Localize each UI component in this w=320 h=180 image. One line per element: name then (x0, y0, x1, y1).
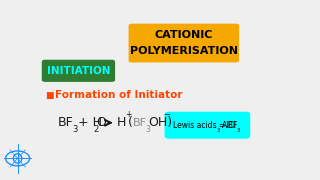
FancyBboxPatch shape (165, 112, 250, 138)
Text: Formation of Initiator: Formation of Initiator (55, 90, 182, 100)
Text: POLYMERISATION: POLYMERISATION (130, 46, 238, 56)
Text: CATIONIC: CATIONIC (155, 30, 213, 40)
Text: +: + (125, 110, 132, 119)
Text: INITIATION: INITIATION (47, 66, 110, 76)
Text: (: ( (128, 116, 133, 129)
Text: 3: 3 (217, 128, 220, 133)
Text: ■: ■ (45, 91, 53, 100)
FancyBboxPatch shape (43, 60, 115, 81)
Text: + H: + H (78, 116, 102, 129)
Text: Lewis acids = BF: Lewis acids = BF (173, 121, 237, 130)
Text: −: − (163, 110, 170, 119)
Text: AlCl: AlCl (222, 121, 237, 130)
Text: 3: 3 (237, 128, 240, 133)
Text: 3: 3 (72, 125, 78, 134)
Text: BF: BF (133, 118, 147, 128)
Text: H: H (117, 116, 126, 129)
Text: BF: BF (57, 116, 73, 129)
Text: OH): OH) (148, 116, 172, 129)
Text: 3: 3 (145, 125, 150, 134)
Text: O: O (97, 116, 107, 129)
Text: 2: 2 (93, 125, 99, 134)
FancyBboxPatch shape (129, 24, 238, 62)
